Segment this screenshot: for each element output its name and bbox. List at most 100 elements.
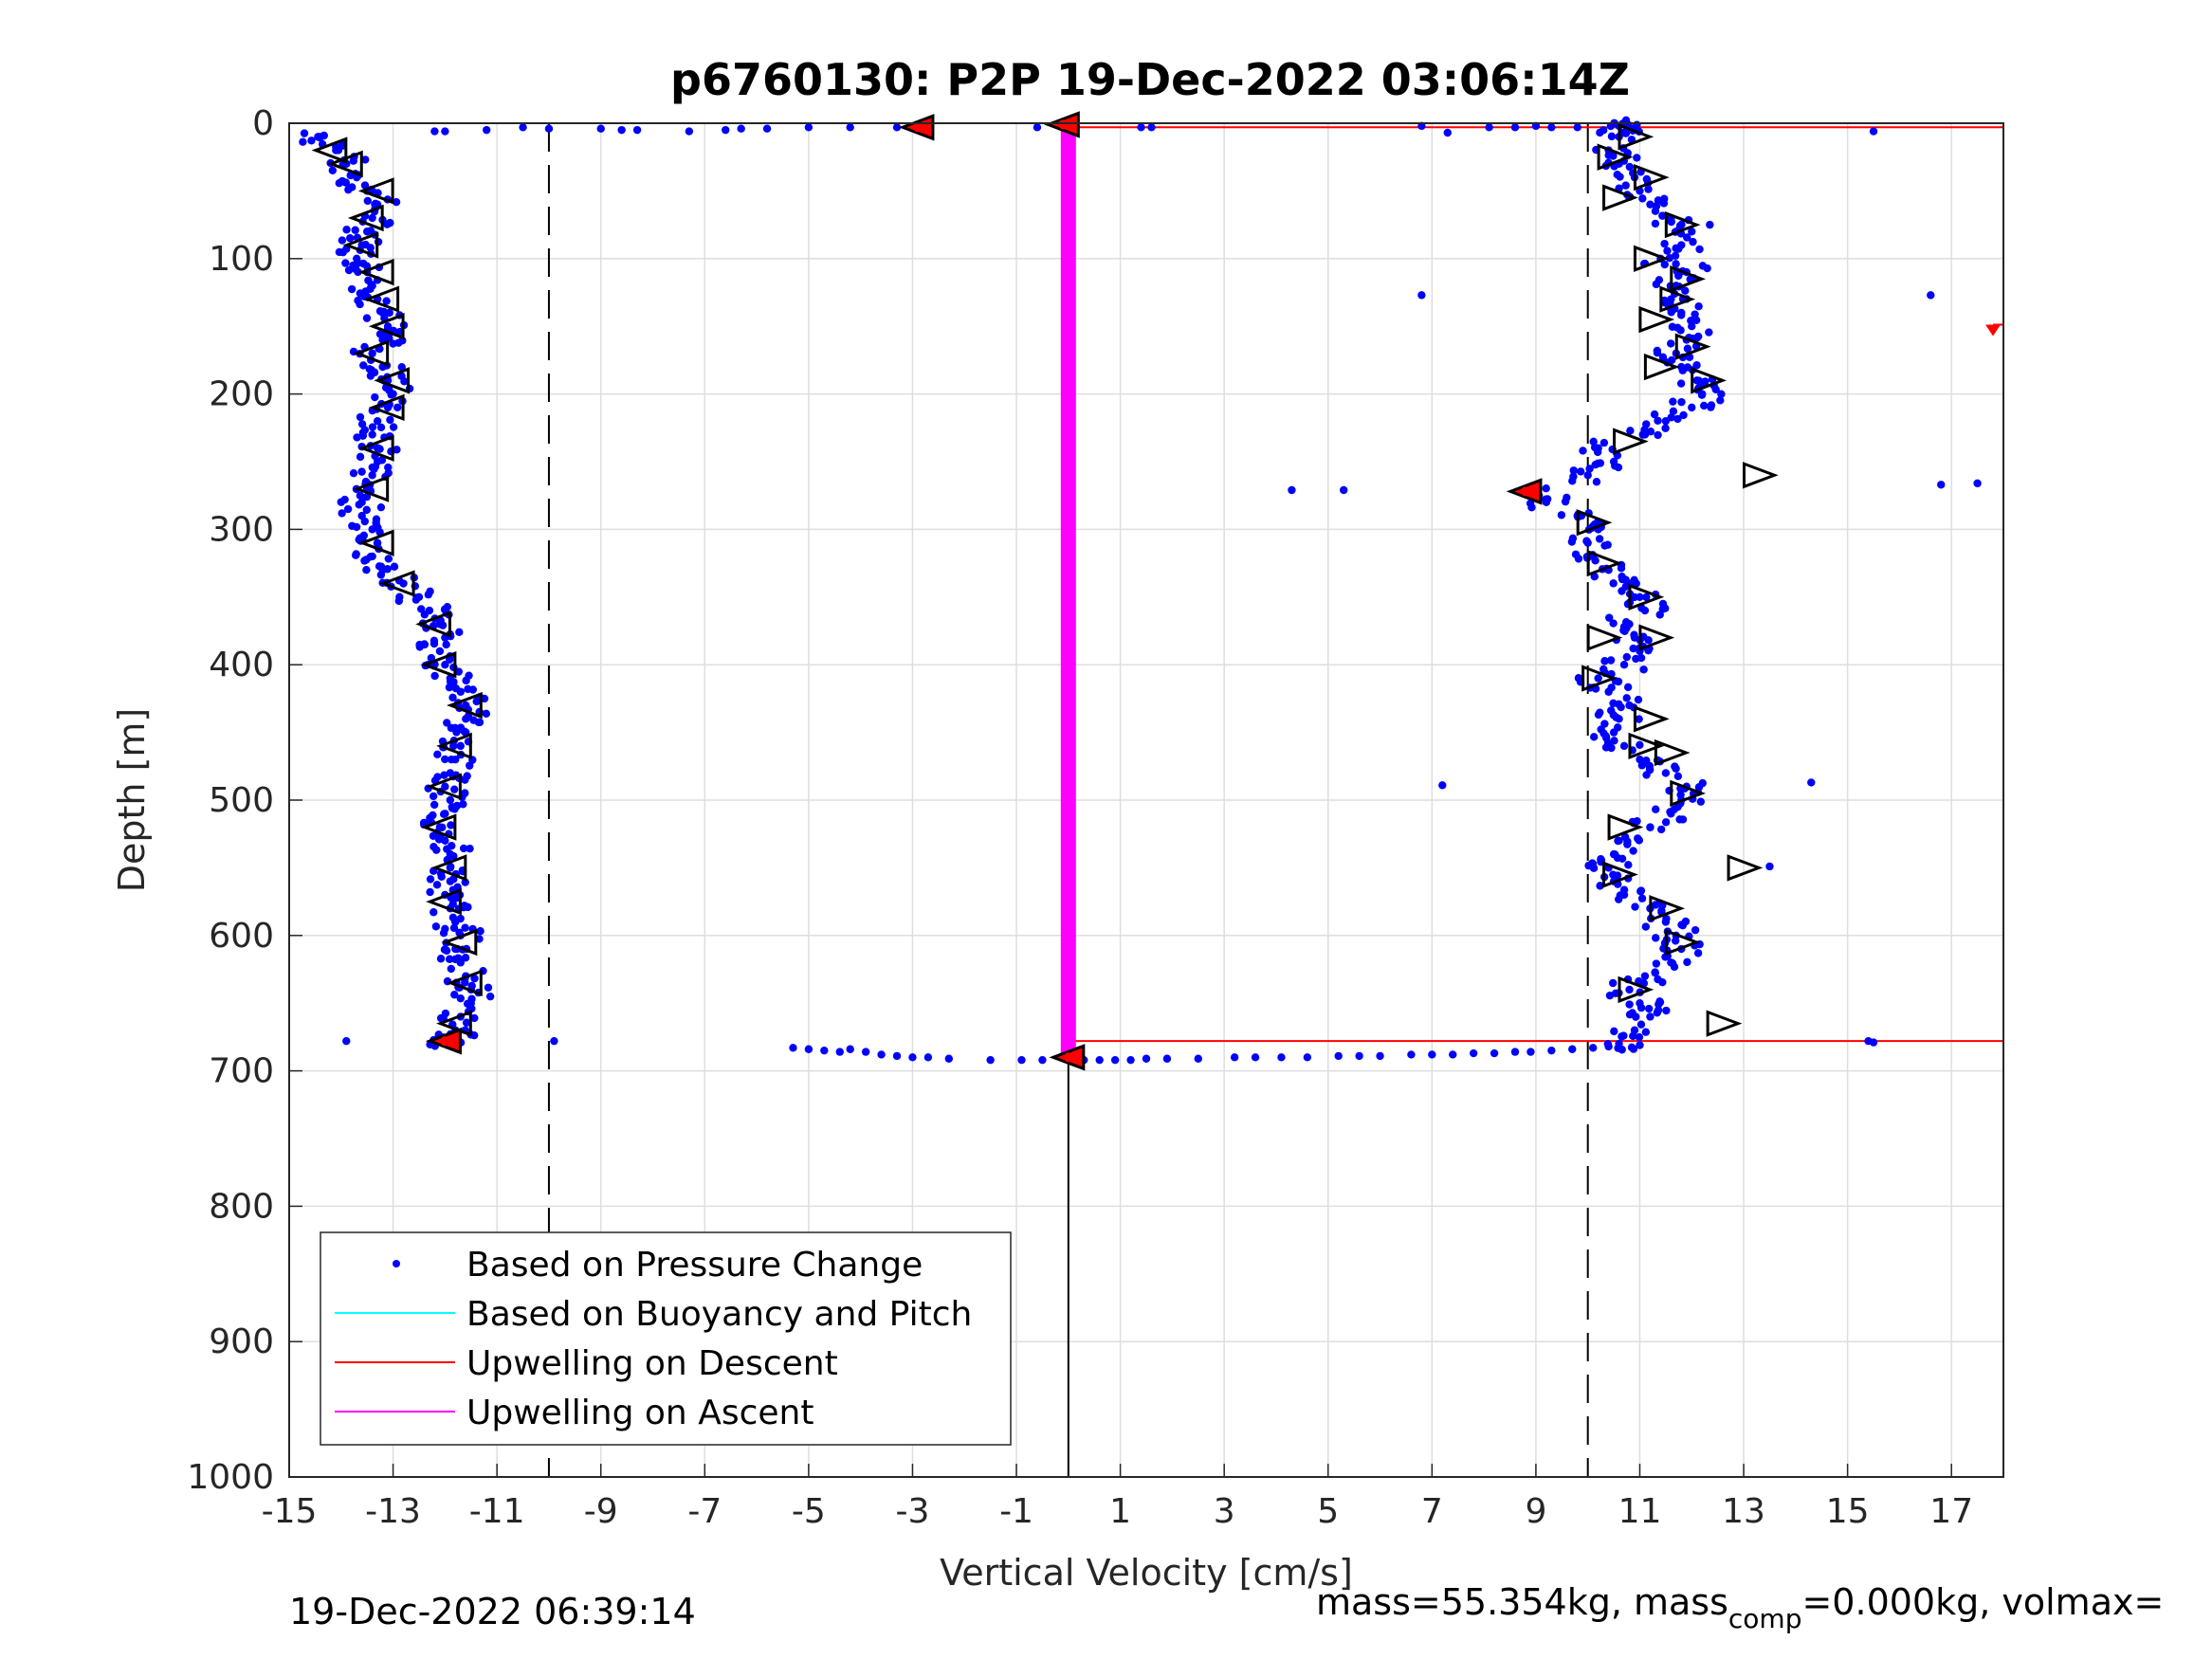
- ascent-dot: [1688, 403, 1696, 412]
- outlier-dot: [1438, 781, 1447, 790]
- ascent-dot: [1603, 540, 1612, 549]
- ascent-triangle: [1602, 861, 1638, 888]
- descent-dot: [439, 810, 448, 818]
- descent-triangle: [420, 651, 457, 679]
- ascent-dot: [1673, 414, 1682, 424]
- ascent-triangle: [1576, 509, 1613, 537]
- ascent-dot: [1689, 237, 1697, 246]
- descent-dot: [448, 693, 457, 702]
- ascent-dot: [1661, 424, 1670, 432]
- x-tick-label: -9: [584, 1492, 618, 1531]
- descent-dot: [378, 335, 387, 343]
- outlier-dot: [1927, 291, 1935, 300]
- descent-dot: [368, 423, 377, 431]
- bottom-transition-dot: [1038, 1055, 1047, 1065]
- ascent-triangle: [1633, 705, 1670, 733]
- ascent-triangle: [1670, 265, 1707, 293]
- ascent-dot: [1670, 962, 1679, 972]
- triangle-markers: [311, 111, 2003, 1071]
- descent-dot: [340, 495, 349, 504]
- descent-dot: [451, 684, 461, 693]
- ascent-triangle: [1742, 462, 1779, 489]
- ascent-triangle: [1633, 163, 1670, 191]
- descent-dot: [430, 908, 438, 917]
- ascent-triangle: [1638, 624, 1675, 651]
- descent-triangle: [436, 732, 472, 760]
- bottom-transition-dot: [1428, 1050, 1436, 1059]
- bottom-transition-dot: [1277, 1053, 1286, 1062]
- descent-dot: [363, 196, 372, 206]
- ascent-dot: [1542, 495, 1550, 503]
- ascent-triangle: [1586, 549, 1623, 577]
- descent-dot: [455, 928, 464, 938]
- descent-dot: [426, 875, 435, 884]
- descent-dot: [445, 955, 454, 963]
- ascent-dot: [1645, 761, 1654, 771]
- ascent-dot: [1663, 246, 1672, 255]
- ascent-dot: [1677, 397, 1686, 407]
- ascent-dot: [1619, 661, 1629, 669]
- bottom-transition-dot: [1526, 1048, 1535, 1056]
- ascent-dot: [1692, 361, 1701, 370]
- descent-dot: [429, 792, 438, 801]
- descent-dot: [362, 492, 372, 501]
- ascent-triangle: [1643, 353, 1680, 381]
- descent-dot: [360, 181, 370, 190]
- bottom-transition-dot: [1588, 1044, 1598, 1052]
- ascent-dot: [1642, 592, 1651, 602]
- descent-dot: [449, 678, 458, 686]
- ascent-dot: [1652, 934, 1660, 942]
- descent-dot: [307, 137, 316, 145]
- ascent-dot: [1618, 572, 1626, 581]
- ascent-dot: [1646, 428, 1655, 436]
- descent-triangle: [347, 204, 384, 232]
- ascent-dot: [1629, 847, 1637, 855]
- ascent-dot: [1676, 379, 1686, 388]
- ascent-dot: [1677, 220, 1686, 229]
- surface-transition-dot: [892, 123, 902, 132]
- ascent-dot: [1635, 715, 1643, 723]
- surface-transition-dot: [430, 127, 439, 136]
- descent-dot: [440, 945, 449, 954]
- descent-dot: [447, 755, 456, 764]
- bottom-transition-dot: [1469, 1048, 1478, 1058]
- descent-dot: [461, 878, 469, 886]
- descent-dot: [383, 565, 392, 574]
- surface-transition-dot: [519, 123, 527, 132]
- surface-transition-dot: [1033, 123, 1042, 132]
- descent-dot: [335, 247, 344, 257]
- descent-dot: [459, 844, 468, 853]
- y-tick-label: 700: [209, 1052, 274, 1091]
- bottom-transition-dot: [861, 1048, 870, 1056]
- ascent-dot: [1707, 403, 1715, 411]
- ascent-triangle: [1649, 895, 1686, 922]
- descent-dot: [362, 565, 371, 574]
- bottom-transition-dot: [877, 1050, 886, 1059]
- bottom-transition-dot: [1126, 1055, 1135, 1065]
- surface-transition-dot: [1510, 123, 1520, 132]
- descent-dot: [430, 671, 439, 681]
- ascent-dot: [1579, 447, 1587, 455]
- ascent-triangle: [1628, 583, 1665, 611]
- descent-dot: [300, 129, 309, 137]
- ascent-dot: [1567, 538, 1577, 546]
- ascent-dot: [1654, 416, 1662, 425]
- ascent-dot: [1674, 271, 1683, 281]
- ascent-dot: [1637, 761, 1647, 770]
- surface-transition-dot: [617, 125, 626, 135]
- ascent-dot: [1622, 624, 1631, 632]
- descent-dot: [354, 296, 362, 305]
- y-tick-label: 300: [209, 510, 274, 549]
- descent-dot: [485, 992, 495, 1001]
- ascent-dot: [1638, 430, 1647, 439]
- ascent-triangle: [1607, 813, 1644, 841]
- ascent-dot: [1627, 1043, 1636, 1052]
- ascent-dot: [1694, 376, 1704, 385]
- descent-dot: [446, 795, 455, 805]
- ascent-dot: [1636, 653, 1646, 663]
- descent-triangle: [363, 285, 400, 313]
- bottom-transition-dot: [1017, 1055, 1026, 1065]
- ascent-dot: [1673, 772, 1683, 781]
- highlight-dot: [912, 122, 923, 133]
- descent-dot: [429, 811, 437, 820]
